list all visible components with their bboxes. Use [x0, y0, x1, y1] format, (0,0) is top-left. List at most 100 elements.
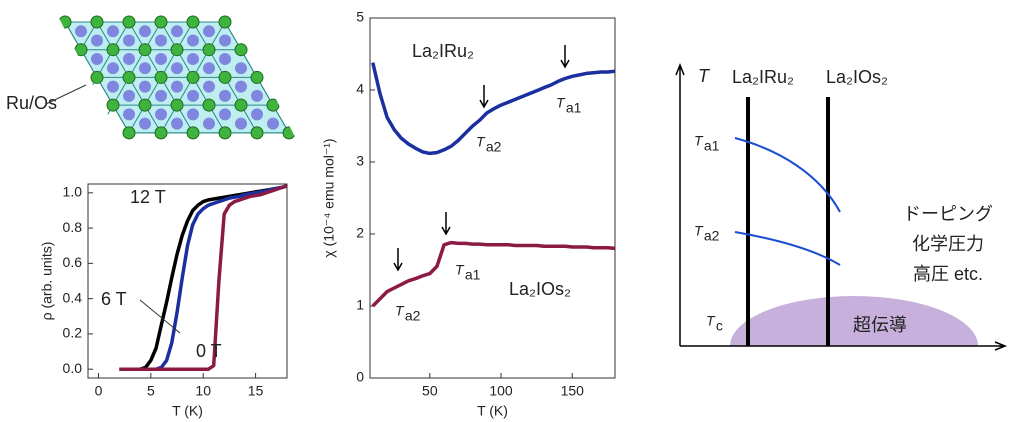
lattice [57, 15, 296, 140]
ru-atom [171, 80, 183, 93]
ru-atom [187, 34, 199, 47]
la-atom [170, 43, 184, 57]
y-tick-label: 5 [356, 9, 364, 25]
arrow [479, 85, 489, 109]
ru-atom [219, 89, 231, 102]
lattice-bond [57, 21, 66, 134]
leader [45, 84, 87, 105]
y-tick-label: 0.8 [63, 219, 83, 235]
y-tick-label: 0.2 [63, 325, 83, 341]
ru-atom [267, 117, 279, 130]
annotation-sub: a2 [486, 139, 502, 155]
series-label: 6 T [101, 289, 127, 309]
annotation-sub: a1 [704, 138, 720, 154]
la-atom [170, 98, 184, 112]
x-tick-label: 10 [195, 383, 211, 399]
annotation-sub: a1 [465, 267, 481, 283]
la-atom [202, 43, 216, 57]
lattice-label: Ru/Os [6, 93, 57, 113]
ru-atom [171, 117, 183, 130]
ru-atom [139, 62, 151, 75]
la-atom [58, 15, 72, 29]
annotation-sub: c [716, 318, 723, 334]
series-label: 12 T [130, 187, 166, 207]
x-tick-label: 15 [248, 383, 264, 399]
plot-frame [369, 17, 616, 379]
compound: La₂IOs₂ [826, 67, 888, 87]
la-atom [90, 70, 104, 84]
y-tick-label: 0.0 [63, 360, 83, 376]
annotation-symbol: T [476, 134, 486, 150]
y-tick-label: 0 [356, 369, 364, 385]
x-tick-label: 100 [489, 383, 513, 399]
y-tick-label: 2 [356, 225, 364, 241]
la-atom [202, 98, 216, 112]
axis-label: T [698, 66, 711, 86]
note: 化学圧力 [912, 234, 984, 254]
ru-atom [251, 108, 263, 121]
ru-atom [187, 108, 199, 121]
note: 高圧 etc. [913, 264, 983, 284]
annotation-symbol: T [395, 303, 405, 319]
y-axis-label: ρ (arb. units) [39, 242, 55, 321]
y-tick-label: 1 [356, 297, 364, 313]
x-axis-label: T (K) [172, 403, 203, 419]
ru-atom [123, 108, 135, 121]
ru-atom [219, 108, 231, 121]
ru-atom [235, 62, 247, 75]
arrow [441, 212, 451, 236]
la-atom [186, 15, 200, 29]
la-atom [154, 15, 168, 29]
ru-atom [171, 62, 183, 75]
x-axis-label: T (K) [477, 403, 508, 419]
ru-atom [203, 80, 215, 93]
la-atom [122, 70, 136, 84]
ru-atom [219, 52, 231, 65]
ru-atom [139, 80, 151, 93]
series-line [371, 240, 616, 308]
y-tick-label: 0.6 [63, 254, 83, 270]
x-tick-label: 150 [561, 383, 585, 399]
ru-atom [187, 89, 199, 102]
annotation-symbol: T [706, 313, 716, 329]
la-atom [106, 98, 120, 112]
la-atom [234, 43, 248, 57]
annotation-symbol: T [455, 262, 465, 278]
la-atom [250, 126, 264, 140]
x-tick-label: 0 [95, 383, 103, 399]
plot-frame [87, 183, 288, 379]
y-axis-label: χ (10⁻⁴ emu mol⁻¹) [321, 138, 337, 257]
ru-atom [139, 117, 151, 130]
ru-atom [155, 34, 167, 47]
ta2-curve [734, 231, 841, 266]
leader [139, 299, 181, 334]
ru-atom [123, 52, 135, 65]
compound: La₂IRu₂ [732, 67, 794, 87]
ru-atom [187, 52, 199, 65]
la-atom [154, 126, 168, 140]
la-atom [234, 98, 248, 112]
ru-atom [107, 62, 119, 75]
sc-dome [730, 296, 978, 346]
series-label: 0 T [196, 341, 222, 361]
series-label: La₂IOs₂ [509, 279, 571, 299]
ru-atom [251, 89, 263, 102]
x-tick-label: 50 [422, 383, 438, 399]
y-tick-label: 3 [356, 153, 364, 169]
axis [675, 62, 1008, 351]
ru-atom [107, 80, 119, 93]
la-atom [90, 15, 104, 29]
la-atom [122, 126, 136, 140]
ru-atom [203, 25, 215, 38]
region-label: 超伝導 [853, 315, 907, 335]
ru-atom [123, 89, 135, 102]
la-atom [218, 126, 232, 140]
ta1-curve [734, 137, 841, 213]
la-atom [154, 70, 168, 84]
y-tick-label: 0.4 [63, 289, 83, 305]
la-atom [186, 70, 200, 84]
series-line [119, 184, 288, 371]
series-label: La₂IRu₂ [412, 41, 474, 61]
ru-atom [107, 25, 119, 38]
ru-atom [155, 52, 167, 65]
